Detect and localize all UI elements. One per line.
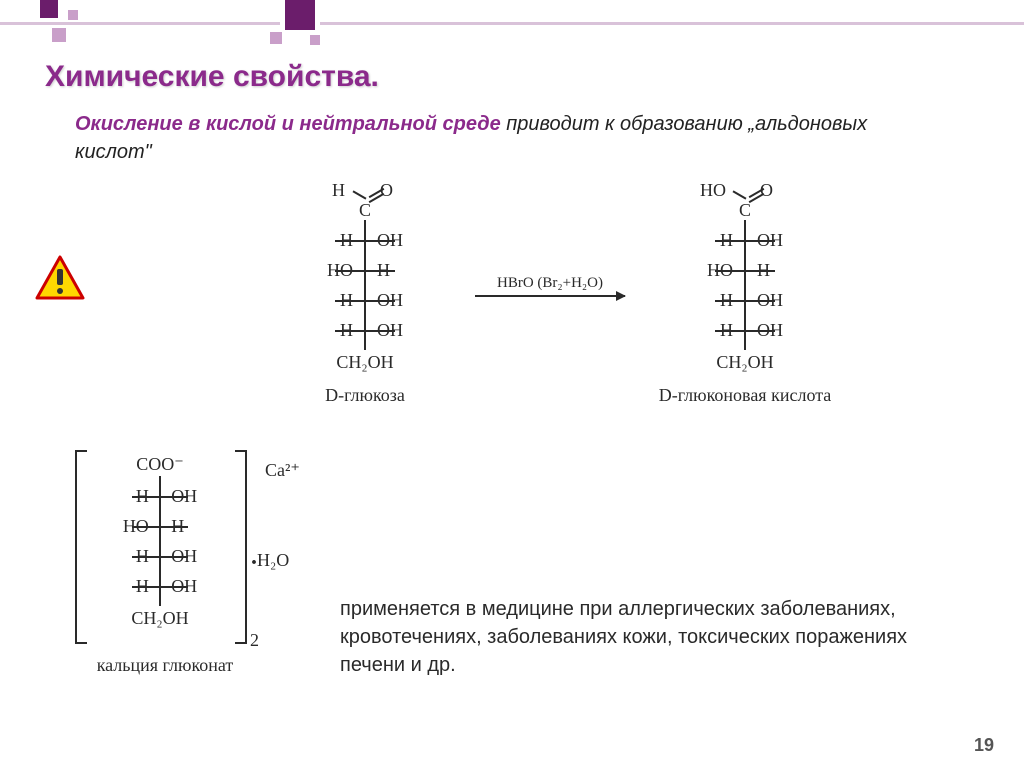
page-title: Химические свойства. — [45, 60, 379, 94]
header-decoration — [0, 0, 1024, 60]
application-text: применяется в медицине при аллергических… — [340, 595, 960, 679]
reaction-arrow: HBrO (Br₂+H₂O) — [475, 295, 625, 297]
gluconate-caption: кальция глюконат — [75, 655, 255, 676]
warning-icon — [35, 255, 85, 300]
page-number: 19 — [974, 735, 994, 756]
gluconic-caption: D-глюконовая кислота — [625, 385, 865, 406]
subtitle-emph: Окисление в кислой и нейтральной среде — [75, 113, 501, 135]
subscript-2: 2 — [250, 630, 259, 651]
glucose-caption: D-глюкоза — [245, 385, 485, 406]
subtitle: Окисление в кислой и нейтральной среде п… — [75, 110, 925, 166]
calcium-gluconate-structure: COO⁻ HOH HOH HOH HOH CH₂OH 2 Ca²⁺ · H₂O … — [75, 450, 305, 710]
calcium-ion: Ca²⁺ — [265, 460, 300, 481]
arrow-label: HBrO (Br₂+H₂O) — [475, 275, 625, 292]
water: H₂O — [257, 550, 289, 571]
reaction-scheme: H O C HOH HOH HOH HOH CH₂OH D-глюкоза HB… — [260, 180, 910, 440]
glucose-structure: H O C HOH HOH HOH HOH CH₂OH D-глюкоза — [290, 180, 440, 410]
gluconic-acid-structure: HO O C HOH HOH HOH HOH CH₂OH D-глюконова… — [670, 180, 820, 410]
